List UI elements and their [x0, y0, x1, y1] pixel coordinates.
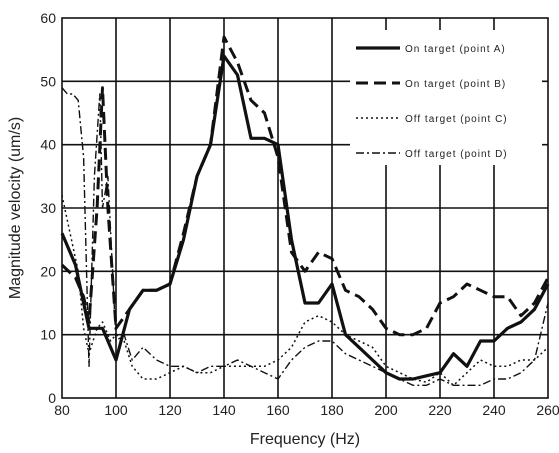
series-line-2: [61, 195, 549, 387]
x-tick-label: 140: [212, 402, 236, 418]
x-tick-label: 240: [482, 402, 506, 418]
y-tick-label: 60: [40, 10, 56, 26]
legend-box: [350, 30, 542, 165]
legend-label-point-c: Off target (point C): [405, 114, 508, 125]
x-tick-label: 180: [320, 402, 344, 418]
x-tick-label: 100: [104, 402, 128, 418]
x-tick-label: 160: [266, 402, 290, 418]
legend: On target (point A) On target (point B) …: [350, 30, 542, 165]
x-tick-label: 220: [428, 402, 452, 418]
tick-labels: 80 100 120 140 160 180 200 220 240 260 0 10 20 30 40 50…: [40, 10, 559, 418]
legend-label-point-d: Off target (point D): [405, 149, 508, 160]
plot-frame: [61, 17, 549, 399]
y-tick-label: 30: [40, 200, 56, 216]
x-axis-label: Frequency (Hz): [250, 431, 360, 448]
y-tick-label: 20: [40, 263, 56, 279]
series-layer: [60, 35, 550, 387]
x-tick-label: 120: [158, 402, 182, 418]
x-tick-label: 260: [536, 402, 559, 418]
x-tick-label: 80: [54, 402, 70, 418]
y-axis-label: Magnitude velocity (um/s): [7, 117, 24, 299]
y-tick-label: 10: [40, 327, 56, 343]
y-tick-label: 0: [48, 390, 56, 406]
series-line-1: [60, 35, 550, 337]
legend-label-point-a: On target (point A): [405, 44, 506, 55]
y-tick-label: 50: [40, 73, 56, 89]
series-line-3: [61, 87, 549, 386]
x-tick-label: 200: [374, 402, 398, 418]
y-tick-label: 40: [40, 137, 56, 153]
legend-label-point-b: On target (point B): [405, 79, 506, 90]
